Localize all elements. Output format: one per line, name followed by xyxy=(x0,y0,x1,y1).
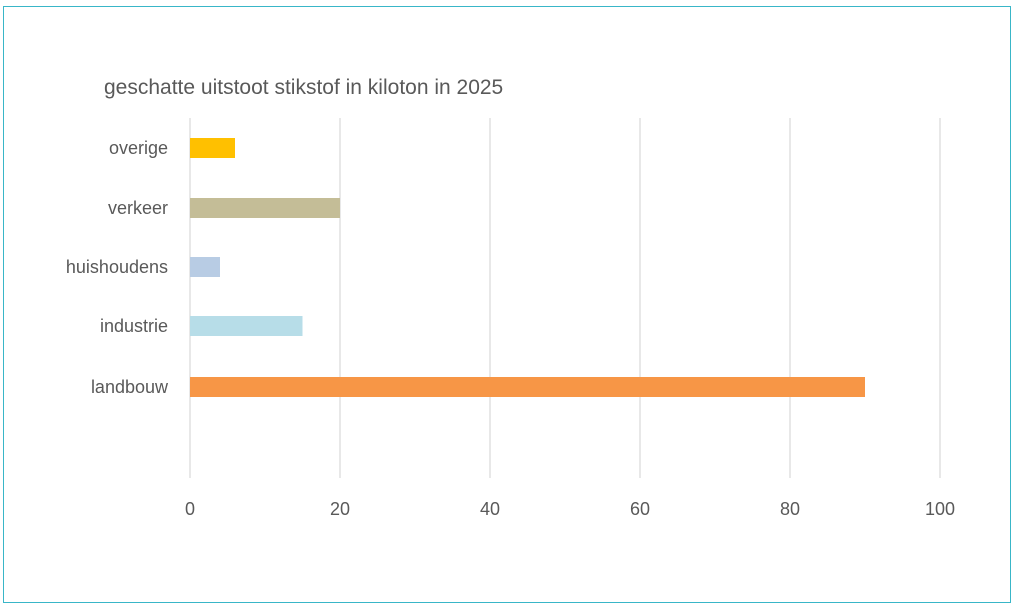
gridlines xyxy=(189,118,941,478)
chart-title: geschatte uitstoot stikstof in kiloton i… xyxy=(104,76,503,99)
category-label-overige: overige xyxy=(109,138,168,158)
x-tick-label: 60 xyxy=(630,499,650,519)
category-label-landbouw: landbouw xyxy=(91,377,169,397)
category-label-industrie: industrie xyxy=(100,316,168,336)
bar-huishoudens xyxy=(190,257,220,277)
bar-landbouw xyxy=(190,377,865,397)
bar-overige xyxy=(190,138,235,158)
bars xyxy=(190,138,865,397)
x-tick-label: 20 xyxy=(330,499,350,519)
category-label-huishoudens: huishoudens xyxy=(66,257,168,277)
bar-verkeer xyxy=(190,198,340,218)
category-label-verkeer: verkeer xyxy=(108,198,168,218)
bar-industrie xyxy=(190,316,303,336)
category-labels: overige verkeer huishoudens industrie landbo… xyxy=(66,138,169,397)
x-tick-labels: 0 20 40 60 80 100 xyxy=(185,499,955,519)
chart-frame xyxy=(3,6,1011,603)
x-tick-label: 40 xyxy=(480,499,500,519)
x-tick-label: 0 xyxy=(185,499,195,519)
x-tick-label: 80 xyxy=(780,499,800,519)
x-tick-label: 100 xyxy=(925,499,955,519)
